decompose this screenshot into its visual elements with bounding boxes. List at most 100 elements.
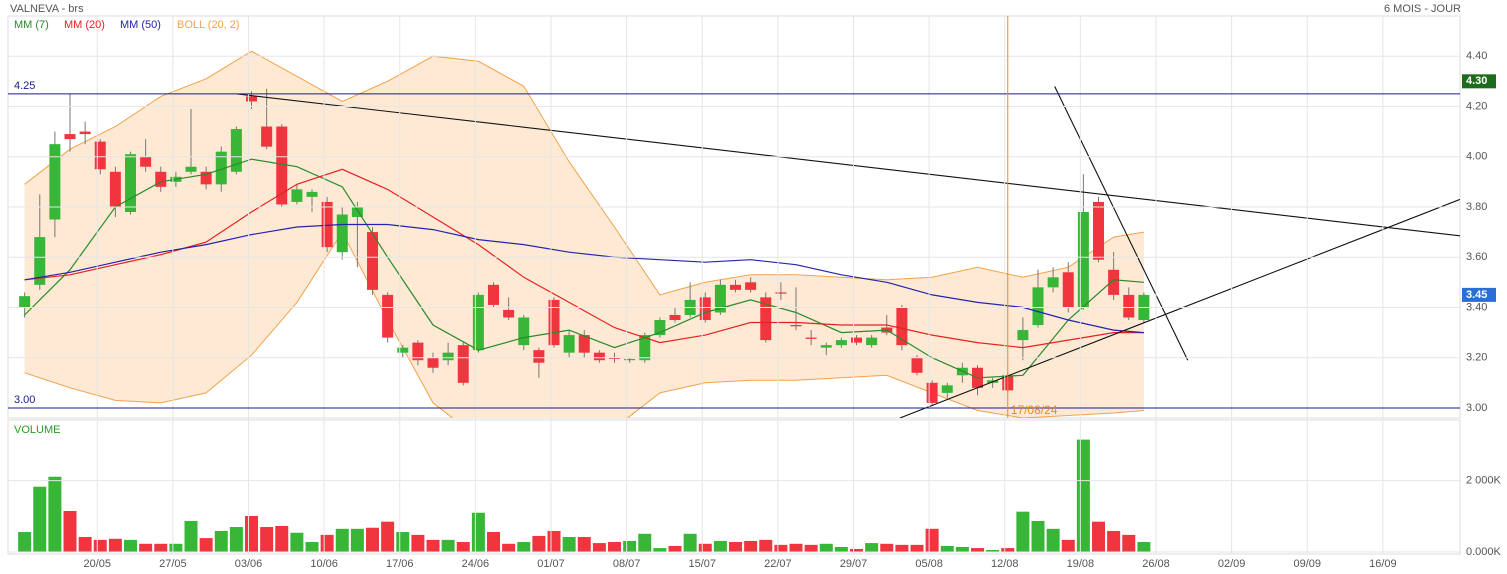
volume-bar: [577, 537, 591, 552]
candle-body: [548, 299, 560, 346]
candle-body: [654, 320, 666, 336]
volume-bar: [305, 542, 319, 552]
x-tick-label: 15/07: [688, 558, 716, 570]
candle-body: [624, 358, 636, 361]
candle-body: [94, 141, 106, 170]
volume-bar: [1107, 530, 1121, 552]
level-label: 4.25: [14, 80, 35, 92]
x-tick-label: 17/06: [386, 558, 414, 570]
x-tick-label: 20/05: [83, 558, 111, 570]
volume-bar: [986, 550, 1000, 552]
candle-body: [805, 337, 817, 339]
volume-bar: [502, 543, 516, 552]
volume-bar: [1092, 521, 1106, 552]
candle-body: [1047, 277, 1059, 288]
candle-body: [49, 144, 61, 220]
candle-body: [185, 166, 197, 172]
volume-bar: [653, 548, 667, 552]
volume-bar: [850, 548, 864, 552]
event-label: 17/08/24: [1011, 403, 1058, 417]
moving-average: [24, 158, 1144, 379]
candle-body: [760, 297, 772, 341]
x-tick-label: 02/09: [1218, 558, 1246, 570]
trendline: [899, 198, 1460, 418]
candle-body: [276, 126, 288, 205]
candle-body: [488, 284, 500, 305]
moving-average: [24, 168, 1144, 349]
candle-body: [896, 307, 908, 346]
volume-bar: [713, 540, 727, 552]
volume-tick-label: 2 000K: [1466, 475, 1502, 487]
volume-bar: [683, 533, 697, 552]
candle-body: [457, 345, 469, 383]
volume-bar: [774, 544, 788, 552]
candle-body: [1108, 269, 1120, 295]
chart-subtitle: 6 MOIS - JOUR: [1384, 3, 1461, 15]
volume-bar: [275, 525, 289, 552]
x-tick-label: 09/09: [1293, 558, 1321, 570]
y-tick-label: 3.60: [1466, 251, 1487, 263]
volume-bar: [1001, 548, 1015, 552]
trendline: [236, 93, 1460, 237]
candle-body: [578, 335, 590, 353]
candle-body: [533, 350, 545, 363]
candle-body: [730, 284, 742, 290]
candle-body: [1032, 287, 1044, 326]
candle-body: [1093, 201, 1105, 260]
volume-bar: [698, 543, 712, 552]
volume-bar: [411, 534, 425, 552]
x-tick-label: 16/09: [1369, 558, 1397, 570]
volume-bar: [139, 543, 153, 552]
volume-bar: [48, 476, 62, 552]
candle-body: [321, 201, 333, 248]
volume-tick-label: 0.000K: [1466, 546, 1502, 558]
volume-bar: [350, 528, 364, 552]
y-tick-label: 4.20: [1466, 100, 1487, 112]
volume-bar: [547, 530, 561, 552]
candle-body: [699, 297, 711, 321]
volume-bar: [834, 547, 848, 552]
candle-body: [215, 151, 227, 185]
volume-bar: [940, 545, 954, 552]
candle-body: [851, 337, 863, 343]
volume-bar: [971, 548, 985, 552]
x-tick-label: 29/07: [840, 558, 868, 570]
volume-bar: [532, 535, 546, 552]
volume-bar: [1076, 439, 1090, 552]
candle-body: [775, 292, 787, 294]
candle-body: [155, 171, 167, 187]
volume-bar: [744, 540, 758, 552]
candle-body: [639, 335, 651, 361]
candle-body: [351, 206, 363, 217]
moving-average: [24, 223, 1144, 334]
volume-bar: [124, 539, 138, 552]
volume-bar: [320, 534, 334, 552]
volume-bar: [910, 544, 924, 552]
candle-body: [609, 357, 621, 359]
volume-bar: [199, 538, 213, 552]
y-tick-label: 4.00: [1466, 151, 1487, 163]
volume-bar: [668, 545, 682, 552]
volume-bar: [184, 520, 198, 552]
x-tick-label: 01/07: [537, 558, 565, 570]
candle-body: [1017, 330, 1029, 341]
volume-bar: [441, 539, 455, 552]
candle-body: [926, 382, 938, 403]
candle-body: [19, 296, 31, 308]
chart-title: VALNEVA - brs: [10, 3, 84, 15]
volume-bar: [880, 543, 894, 552]
y-tick-label: 3.40: [1466, 301, 1487, 313]
candle-body: [1077, 211, 1089, 308]
candle-body: [442, 352, 454, 361]
candle-body: [835, 340, 847, 346]
volume-bar: [93, 539, 107, 552]
volume-bar: [1122, 534, 1136, 552]
legend-entry: MM (50): [120, 19, 161, 31]
volume-bar: [517, 542, 531, 552]
volume-bar: [623, 540, 637, 552]
candle-body: [593, 352, 605, 361]
volume-bar: [63, 510, 77, 552]
x-tick-label: 19/08: [1067, 558, 1095, 570]
